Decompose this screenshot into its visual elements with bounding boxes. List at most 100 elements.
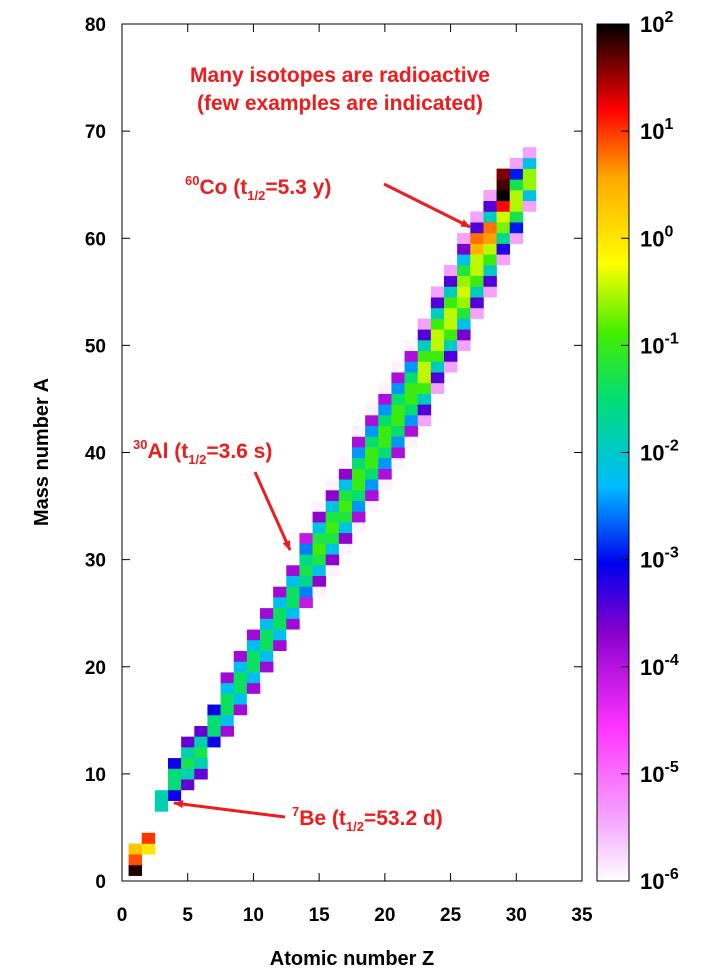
heatmap-cell [286,554,300,566]
heatmap-cell [417,340,432,352]
heatmap-cell [286,629,300,641]
heatmap-cell [286,607,300,619]
heatmap-cell [260,607,274,619]
heatmap-cell [273,575,287,587]
heatmap-cell [181,779,195,791]
heatmap-cell [430,307,445,319]
heatmap-cell [457,286,471,298]
heatmap-cell [430,361,445,373]
heatmap-cell [457,340,471,352]
heatmap-cell [141,832,156,844]
colorbar-label: 102 [640,9,673,37]
heatmap-cell [168,768,182,780]
heatmap-cell [509,232,524,244]
heatmap-cell [246,682,261,694]
heatmap-cell [496,232,511,244]
x-tick-label: 30 [506,905,527,926]
x-tick-label: 5 [182,905,193,926]
heatmap-cell [299,597,313,609]
heatmap-cell [483,211,497,223]
heatmap-cell [470,265,484,277]
x-tick-label: 20 [374,905,395,926]
heatmap-cell [391,404,405,416]
heatmap-cell [365,436,379,448]
heatmap-cell [325,479,340,491]
heatmap-cell [365,489,379,501]
heatmap-cell [207,725,221,737]
heatmap-cell [483,243,497,255]
heatmap-cell [430,286,445,298]
heatmap-cell [181,736,195,748]
heatmap-cell [220,672,235,684]
heatmap-cell [260,639,274,651]
heatmap-cell [141,843,156,855]
heatmap-cell [325,522,340,534]
heatmap-cell [312,532,327,544]
heatmap-cell [457,318,471,330]
heatmap-cell [312,586,327,598]
heatmap-cell [391,447,405,459]
heatmap-cell [417,415,432,427]
heatmap-cell [338,532,353,544]
colorbar-label: 10-6 [640,866,679,894]
colorbar-label: 10-5 [640,759,679,787]
heatmap-cell [365,404,379,416]
colorbar-label: 100 [640,223,673,251]
heatmap-cell [312,511,327,523]
heatmap-cell [260,629,274,641]
heatmap-cell [404,340,419,352]
heatmap-cell [470,286,484,298]
heatmap-cell [338,479,353,491]
y-tick-label: 0 [95,872,106,893]
heatmap-cell [391,425,405,437]
heatmap-cell [181,757,195,769]
heatmap-cell [220,693,235,705]
heatmap-cell [194,714,208,726]
arrow-al30 [253,471,292,551]
heatmap-cell [378,436,392,448]
heatmap-cell [391,361,405,373]
y-tick-label: 20 [85,658,106,679]
heatmap-cell [194,768,208,780]
heatmap-cell [483,275,497,287]
note-line-1: Many isotopes are radioactive [190,64,490,87]
y-tick-label: 60 [85,229,106,250]
arrow-be7 [173,800,286,819]
heatmap-cell [220,661,235,673]
y-tick-label: 70 [85,122,106,143]
heatmap-cell [233,714,248,726]
heatmap-cell [404,436,419,448]
heatmap-cell [430,382,445,394]
heatmap-cell [181,768,195,780]
heatmap-cell [378,382,392,394]
heatmap-cell [444,340,458,352]
heatmap-cell [483,254,497,266]
heatmap-cell [128,864,143,876]
heatmap-cell [522,157,537,169]
heatmap-cell [483,265,497,277]
heatmap-cell [470,297,484,309]
heatmap-cell [168,757,182,769]
x-tick-label: 35 [571,905,593,926]
label-be7: 7Be (t1/2=53.2 d) [292,804,443,834]
heatmap-cell [233,650,248,662]
heatmap-cell [325,511,340,523]
heatmap-cell [365,415,379,427]
heatmap-cell [168,789,182,801]
heatmap-cell [457,297,471,309]
heatmap-cell [352,479,366,491]
heatmap-cell [207,747,221,759]
colorbar-label: 10-3 [640,545,679,573]
heatmap-cell [444,361,458,373]
heatmap-cell [325,554,340,566]
heatmap-cell [509,179,524,191]
heatmap-cell [404,382,419,394]
heatmap-cell [246,639,261,651]
heatmap-cell [312,500,327,512]
heatmap-cell [194,757,208,769]
heatmap-cell [299,575,313,587]
colorbar-label: 10-2 [640,438,679,466]
heatmap-cell [128,854,143,866]
heatmap-cell [365,500,379,512]
